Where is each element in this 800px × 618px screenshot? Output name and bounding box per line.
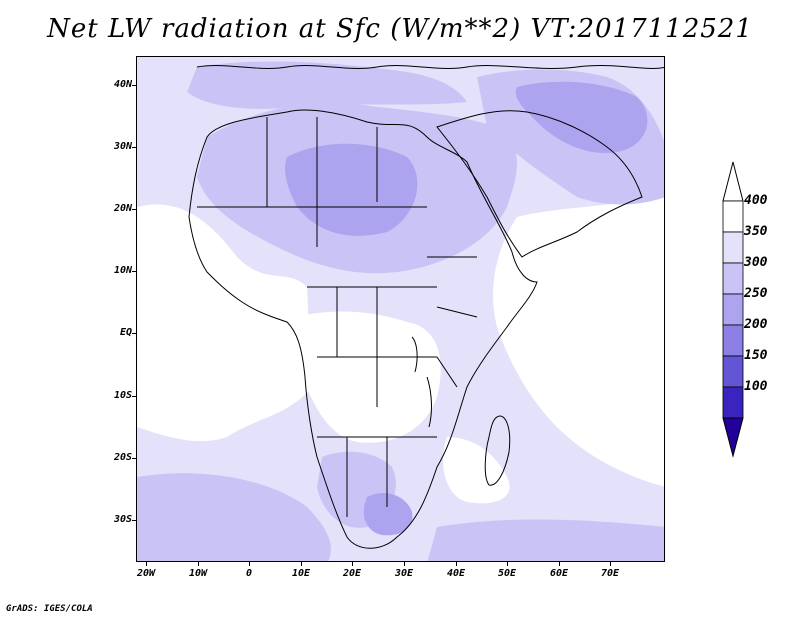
- lat-label-10n: 10N: [113, 265, 132, 276]
- colorbar-bin: [722, 386, 744, 419]
- map-title: Net LW radiation at Sfc (W/m**2) VT:2017…: [47, 14, 753, 44]
- lon-tick: [146, 562, 147, 566]
- lon-label-10w: 10W: [188, 568, 208, 579]
- border-central: [307, 286, 437, 407]
- lon-tick: [559, 562, 560, 566]
- lon-tick: [249, 562, 250, 566]
- colorbar-bin: [722, 262, 744, 295]
- lon-label-50e: 50E: [497, 568, 517, 579]
- colorbar: [722, 161, 744, 458]
- colorbar-label-350: 350: [744, 224, 768, 239]
- lat-tick: [132, 333, 136, 334]
- lat-label-10s: 10S: [113, 390, 132, 401]
- lat-label-40n: 40N: [113, 79, 132, 90]
- lat-label-30n: 30N: [113, 141, 132, 152]
- colorbar-bin: [722, 293, 744, 326]
- colorbar-label-100: 100: [744, 379, 768, 394]
- lat-label-20n: 20N: [113, 203, 132, 214]
- lon-label-60e: 60E: [549, 568, 569, 579]
- great-lakes: [411, 336, 432, 428]
- lat-tick: [132, 458, 136, 459]
- colorbar-bin: [722, 231, 744, 264]
- band-200-iran: [515, 81, 648, 153]
- grads-credit: GrADS: IGES/COLA: [6, 604, 93, 614]
- band-200-south-africa: [363, 492, 413, 536]
- colorbar-top-arrow: [722, 161, 744, 202]
- border-north-africa: [266, 117, 378, 247]
- madagascar-coastline: [484, 415, 511, 486]
- lon-label-10e: 10E: [291, 568, 311, 579]
- lat-tick: [132, 147, 136, 148]
- colorbar-bin: [722, 355, 744, 388]
- colorbar-label-200: 200: [744, 317, 768, 332]
- lon-tick: [404, 562, 405, 566]
- colorbar-label-400: 400: [744, 193, 768, 208]
- lon-label-70e: 70E: [600, 568, 620, 579]
- lat-label-eq: EQ: [119, 327, 132, 338]
- europe-coastline: [196, 65, 664, 69]
- radiation-field: [137, 57, 664, 561]
- lat-tick: [132, 209, 136, 210]
- colorbar-bin: [722, 200, 744, 233]
- white-zone-south: [443, 437, 510, 504]
- band-250-north-africa: [187, 61, 467, 109]
- africa-coastline: [188, 109, 538, 549]
- lon-label-40e: 40E: [446, 568, 466, 579]
- lat-tick: [132, 271, 136, 272]
- lon-tick: [301, 562, 302, 566]
- lon-tick: [456, 562, 457, 566]
- lat-label-30s: 30S: [113, 514, 132, 525]
- lon-label-0: 0: [245, 568, 253, 579]
- colorbar-label-250: 250: [744, 286, 768, 301]
- white-zone-atlantic: [137, 204, 312, 442]
- lon-tick: [610, 562, 611, 566]
- lat-tick: [132, 85, 136, 86]
- band-250-madagascar-south: [137, 473, 331, 561]
- border-southern: [317, 436, 437, 517]
- colorbar-bottom-arrow: [722, 417, 744, 458]
- lat-label-20s: 20S: [113, 452, 132, 463]
- map-panel: [136, 56, 665, 562]
- band-200-sahara-core: [285, 143, 418, 236]
- white-zone-indian-ocean: [493, 197, 664, 487]
- arabia-coastline: [436, 110, 643, 258]
- colorbar-bin: [722, 324, 744, 357]
- lat-tick: [132, 396, 136, 397]
- lon-tick: [507, 562, 508, 566]
- lon-tick: [352, 562, 353, 566]
- band-250-south-ocean: [427, 519, 664, 561]
- border-east: [427, 256, 478, 388]
- colorbar-label-300: 300: [744, 255, 768, 270]
- colorbar-label-150: 150: [744, 348, 768, 363]
- white-zone-central-africa: [297, 311, 441, 443]
- lon-label-20e: 20E: [342, 568, 362, 579]
- lon-label-20w: 20W: [136, 568, 156, 579]
- lon-tick: [198, 562, 199, 566]
- lon-label-30e: 30E: [394, 568, 414, 579]
- lat-tick: [132, 520, 136, 521]
- coastlines: [188, 65, 664, 549]
